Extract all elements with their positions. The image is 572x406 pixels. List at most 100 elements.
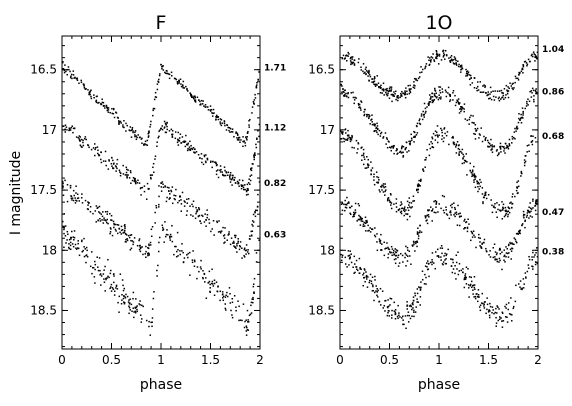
data-point [116,158,119,161]
data-point [440,245,443,247]
data-point [452,261,454,264]
data-point [246,309,249,312]
data-point [428,262,430,265]
data-point [69,248,72,251]
data-point [508,207,511,210]
data-point [361,220,364,223]
data-point [207,281,210,284]
data-point [536,51,539,54]
data-point [376,84,378,86]
data-point [117,117,119,119]
data-point [229,174,231,176]
data-point [344,256,347,259]
data-point [381,290,384,292]
data-point [127,301,130,303]
data-point [255,143,257,146]
data-point [413,200,416,202]
data-point [471,285,474,287]
data-point [501,326,504,328]
data-point [373,76,376,78]
data-point [372,285,374,288]
data-point [420,281,422,283]
data-point [426,149,428,151]
data-point [400,201,402,203]
data-point [96,256,98,258]
data-point [194,148,196,151]
data-point [348,254,351,257]
data-point [395,210,398,213]
data-point [445,95,448,98]
data-point [482,85,484,87]
data-point [407,209,410,212]
data-point [408,305,411,307]
data-point [464,227,467,229]
data-point [360,100,362,102]
data-point [536,57,538,60]
data-point [183,205,186,207]
data-point [189,205,191,207]
data-point [387,311,389,314]
data-point [517,185,520,188]
data-point [339,130,342,133]
data-point [531,53,533,56]
data-point [63,228,65,231]
data-point [472,284,475,287]
data-point [102,160,105,162]
data-point [514,300,517,303]
data-point [198,99,200,101]
data-point [436,55,439,57]
data-point [229,243,232,246]
data-point [247,189,249,192]
data-point [522,114,524,116]
data-point [458,63,460,66]
data-point [233,242,235,244]
data-point [108,276,110,279]
data-point [238,139,240,141]
data-point [442,140,445,143]
data-point [66,73,69,76]
data-point [439,247,442,249]
data-point [200,153,203,155]
data-point [516,125,518,128]
data-point [377,133,379,136]
data-point [450,214,452,216]
data-point [116,167,118,170]
data-point [474,288,476,291]
period-label: 1.04 [542,45,564,55]
data-point [195,211,198,213]
data-point [138,303,140,305]
data-point [111,157,113,159]
data-point [142,253,144,256]
data-point [80,138,83,141]
data-point [440,127,442,130]
y-tick-label: 17 [42,123,57,137]
data-point [152,162,155,165]
data-point [127,174,129,176]
data-point [110,162,113,165]
data-point [499,252,502,255]
data-point [349,212,351,215]
data-point [523,164,526,167]
data-point [216,290,218,293]
data-point [401,207,403,210]
data-point [103,278,105,280]
data-point [487,311,490,313]
data-point [441,194,444,197]
data-point [353,255,356,258]
data-point [396,315,399,318]
data-point [439,92,442,94]
data-point [215,119,217,121]
data-point [429,57,431,59]
data-point [87,144,89,146]
data-point [124,224,126,226]
data-point [358,204,361,207]
data-point [363,108,366,111]
data-point [532,55,534,58]
data-point [132,131,134,134]
data-point [441,91,444,93]
data-point [504,96,507,99]
data-point [494,251,497,253]
data-point [84,88,87,90]
data-point [390,202,393,204]
data-point [521,287,523,290]
